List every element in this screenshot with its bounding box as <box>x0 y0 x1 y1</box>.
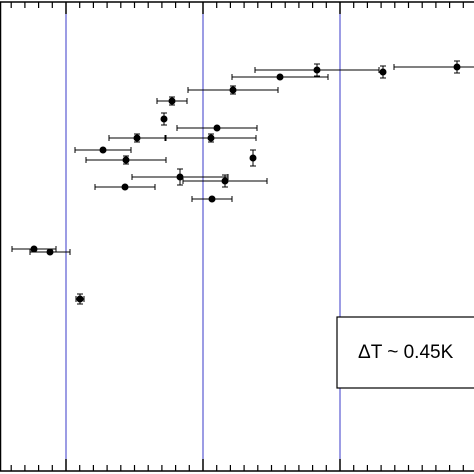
point <box>229 86 237 94</box>
point <box>313 66 321 74</box>
point <box>249 154 257 162</box>
point <box>76 295 84 303</box>
point <box>168 97 176 105</box>
annotation: ΔT ~ 0.45K <box>358 342 454 363</box>
point <box>30 245 38 253</box>
annotation-box <box>336 316 474 389</box>
point <box>221 177 229 185</box>
point <box>160 115 168 123</box>
point <box>133 134 141 142</box>
point <box>379 68 387 76</box>
point <box>122 156 130 164</box>
point <box>276 73 284 81</box>
point <box>208 195 216 203</box>
point <box>46 248 54 256</box>
point <box>213 124 221 132</box>
x-error-bar <box>393 64 474 70</box>
point <box>176 173 184 181</box>
point <box>99 146 107 154</box>
point <box>207 134 215 142</box>
point <box>453 63 461 71</box>
point <box>121 183 129 191</box>
